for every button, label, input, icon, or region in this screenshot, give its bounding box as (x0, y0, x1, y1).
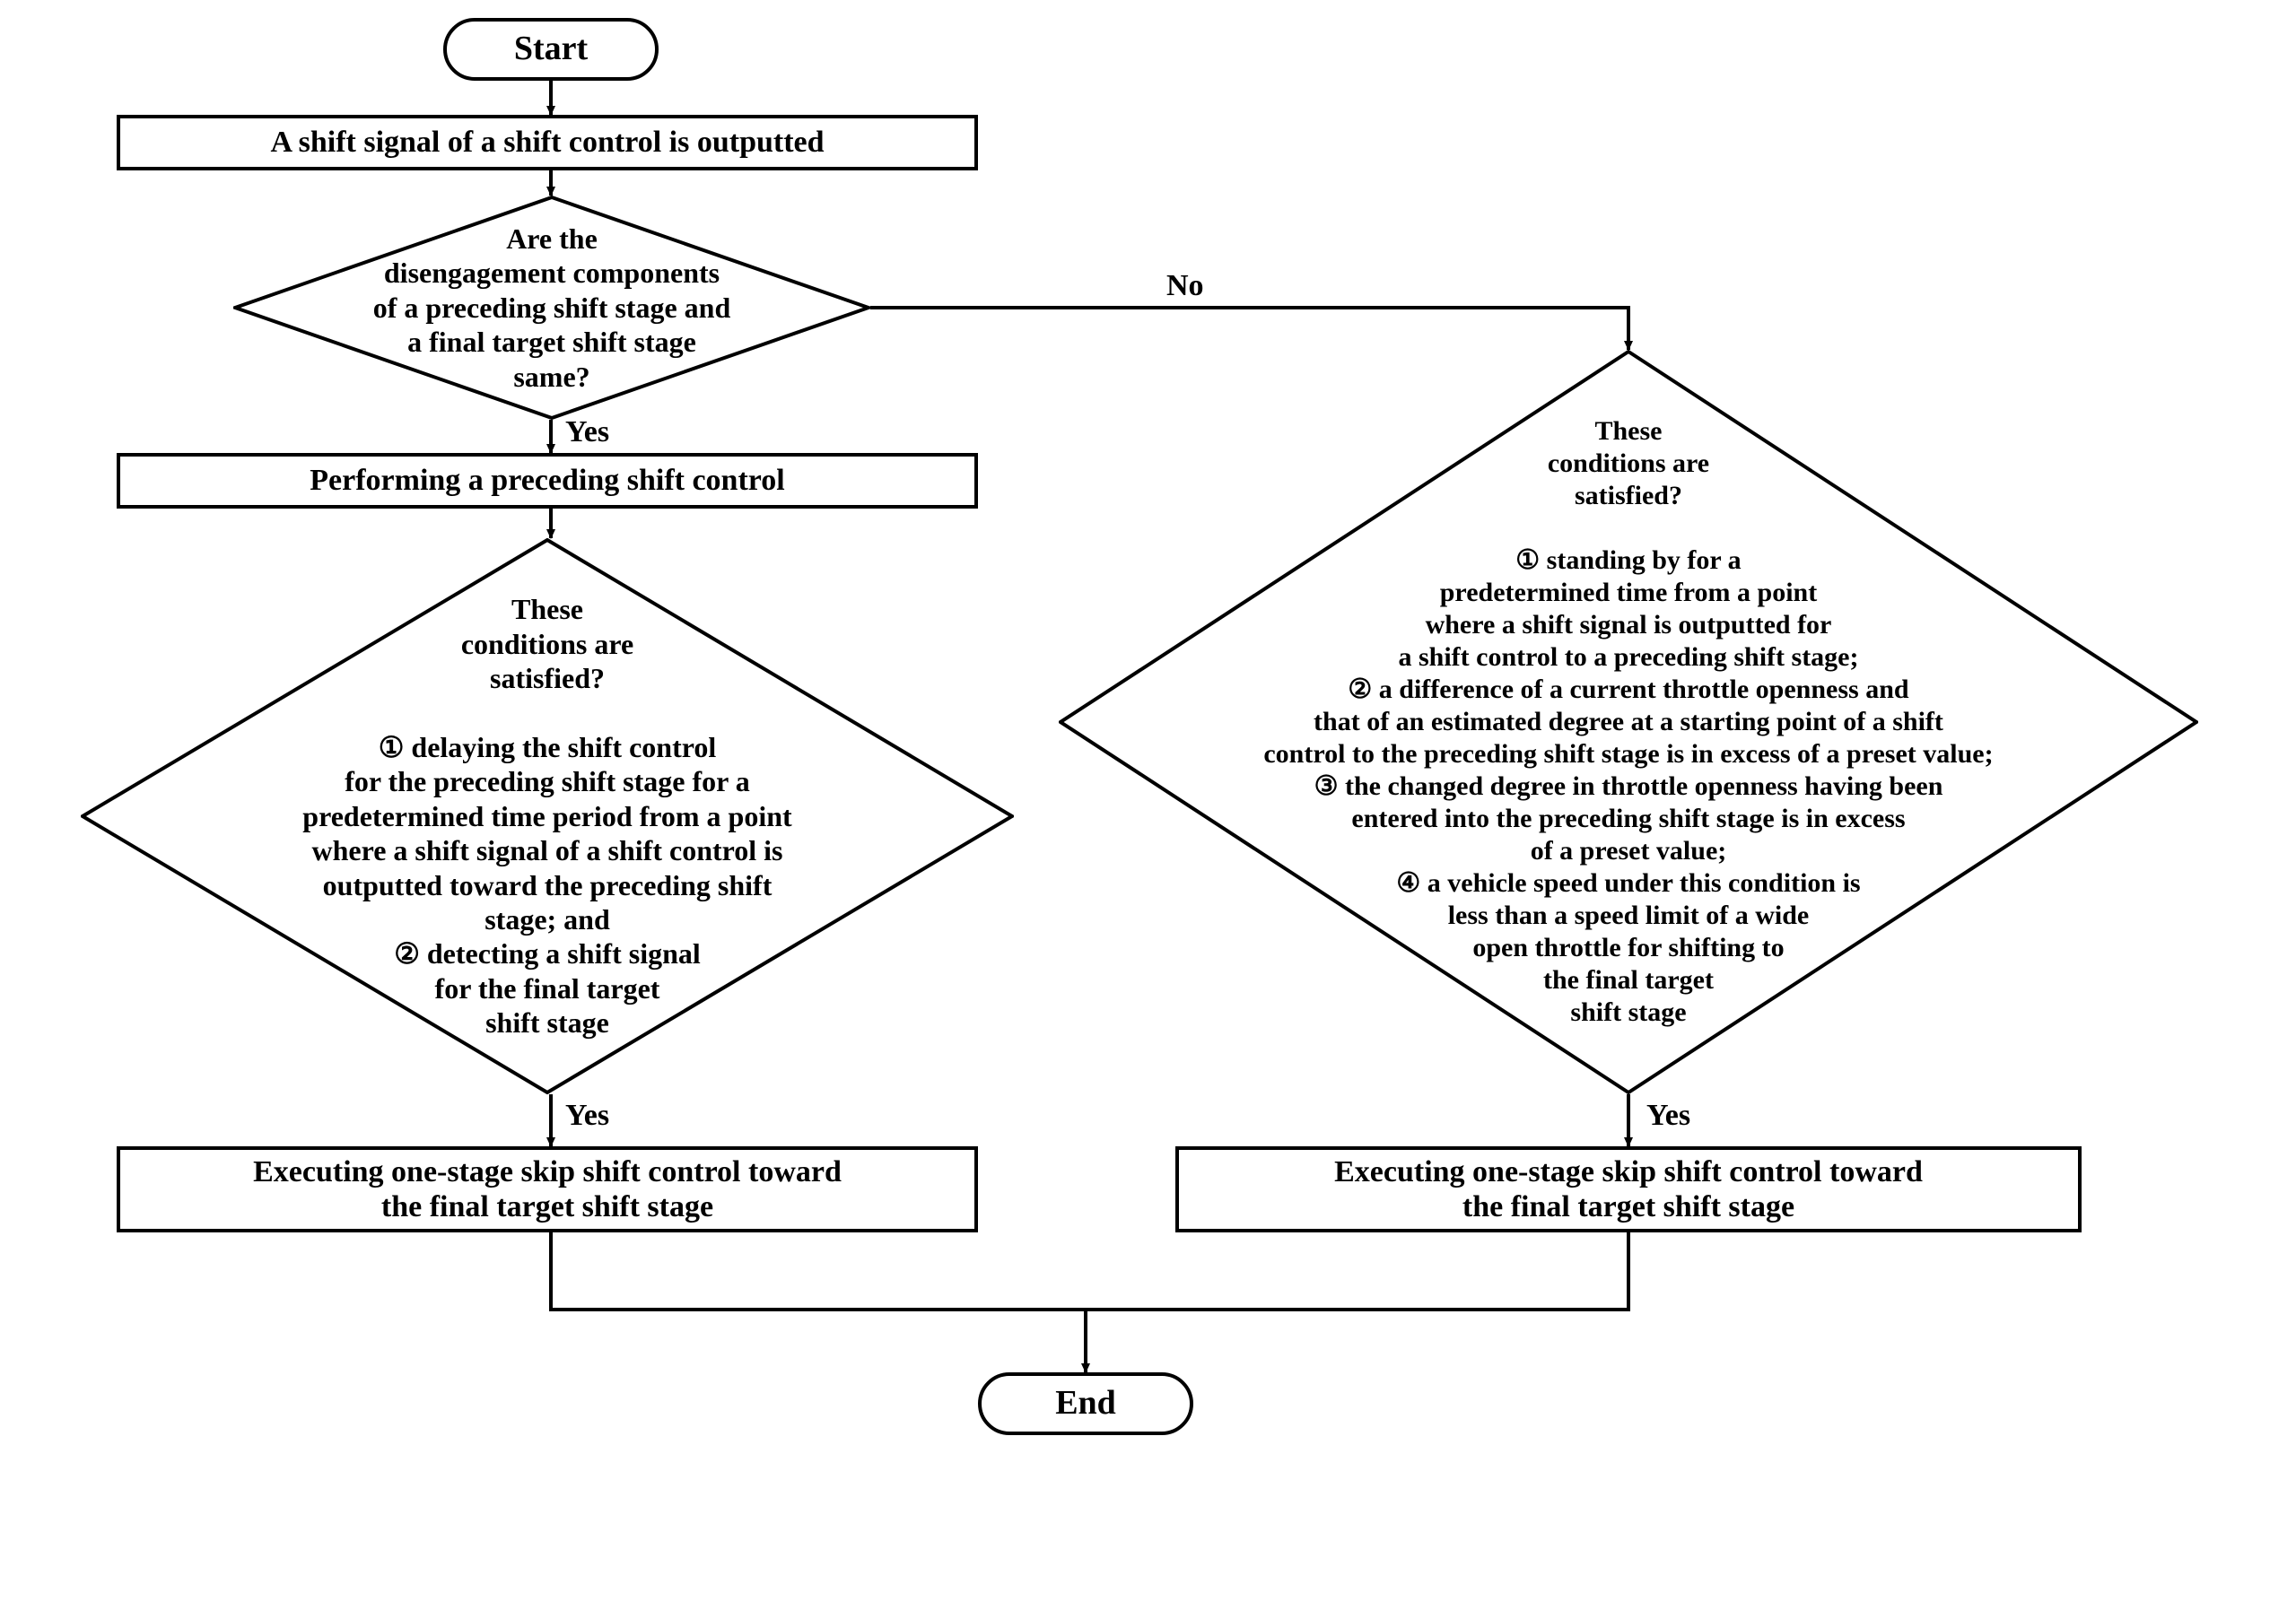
decision-text: These conditions are satisfied? ① delayi… (212, 605, 884, 1027)
start-label: Start (514, 30, 588, 69)
process-label: Executing one-stage skip shift control t… (1334, 1154, 1923, 1224)
start-terminator: Start (443, 18, 659, 81)
process-skip-shift-left: Executing one-stage skip shift control t… (117, 1146, 978, 1232)
decision-disengagement-same: Are the disengagement components of a pr… (233, 196, 870, 420)
flowchart-canvas: Start A shift signal of a shift control … (0, 0, 2296, 1619)
decision-conditions-left: These conditions are satisfied? ① delayi… (81, 538, 1014, 1094)
process-preceding-shift-control: Performing a preceding shift control (117, 453, 978, 509)
decision-text: Are the disengagement components of a pr… (322, 222, 781, 393)
edge-label-yes: Yes (1646, 1099, 1690, 1133)
process-label: Executing one-stage skip shift control t… (253, 1154, 842, 1224)
process-shift-signal-output: A shift signal of a shift control is out… (117, 115, 978, 170)
decision-text: These conditions are satisfied? ① standi… (1218, 440, 2038, 1005)
end-label: End (1055, 1384, 1116, 1423)
process-label: A shift signal of a shift control is out… (270, 125, 824, 160)
process-label: Performing a preceding shift control (310, 463, 784, 498)
decision-conditions-right: These conditions are satisfied? ① standi… (1059, 350, 2198, 1094)
edge-label-yes: Yes (565, 415, 609, 449)
process-skip-shift-right: Executing one-stage skip shift control t… (1175, 1146, 2082, 1232)
end-terminator: End (978, 1372, 1193, 1435)
edge-label-no: No (1166, 269, 1204, 303)
edge-label-yes: Yes (565, 1099, 609, 1133)
